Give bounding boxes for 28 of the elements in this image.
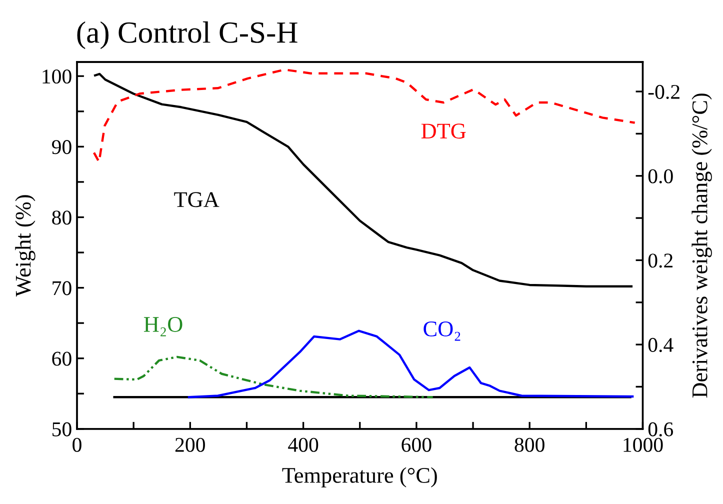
y2-tick-label: 0.6 <box>648 422 674 436</box>
line-series <box>94 72 633 288</box>
y2-tick-label: 0.2 <box>648 254 672 268</box>
y2-tick-label: 0.0 <box>648 169 673 184</box>
text: TGA <box>174 192 220 208</box>
x-tick-label: 400 <box>288 438 318 452</box>
series-label: H₂O <box>144 317 182 336</box>
chart-title: (a) Control C-S-H <box>77 21 298 50</box>
x-tick-label: 200 <box>175 438 205 452</box>
y-tick-label: 70 <box>52 281 72 296</box>
y2-tick-label: -0.2 <box>648 84 680 100</box>
y-tick-label: 80 <box>52 210 72 225</box>
x-axis-title: Temperature (°C) <box>282 467 437 488</box>
y-tick-label: 50 <box>52 422 72 436</box>
y2-axis-title: Derivatives weight change (%/°C) <box>692 94 712 398</box>
y-tick-label: 90 <box>52 140 72 154</box>
y-tick-label: 60 <box>52 352 72 366</box>
series-label: DTG <box>421 124 466 139</box>
series-label: CO₂ <box>424 321 460 341</box>
x-tick-label: 600 <box>402 438 432 452</box>
y-tick-label: 100 <box>42 69 72 84</box>
x-tick-label: 0 <box>72 438 82 452</box>
line-series <box>113 356 434 398</box>
line-series <box>92 68 636 164</box>
x-tick-label: 1000 <box>624 438 663 452</box>
x-tick-label: 800 <box>514 438 544 452</box>
y2-tick-label: 0.4 <box>648 338 674 352</box>
y-axis-title: Weight (%) <box>15 195 36 297</box>
